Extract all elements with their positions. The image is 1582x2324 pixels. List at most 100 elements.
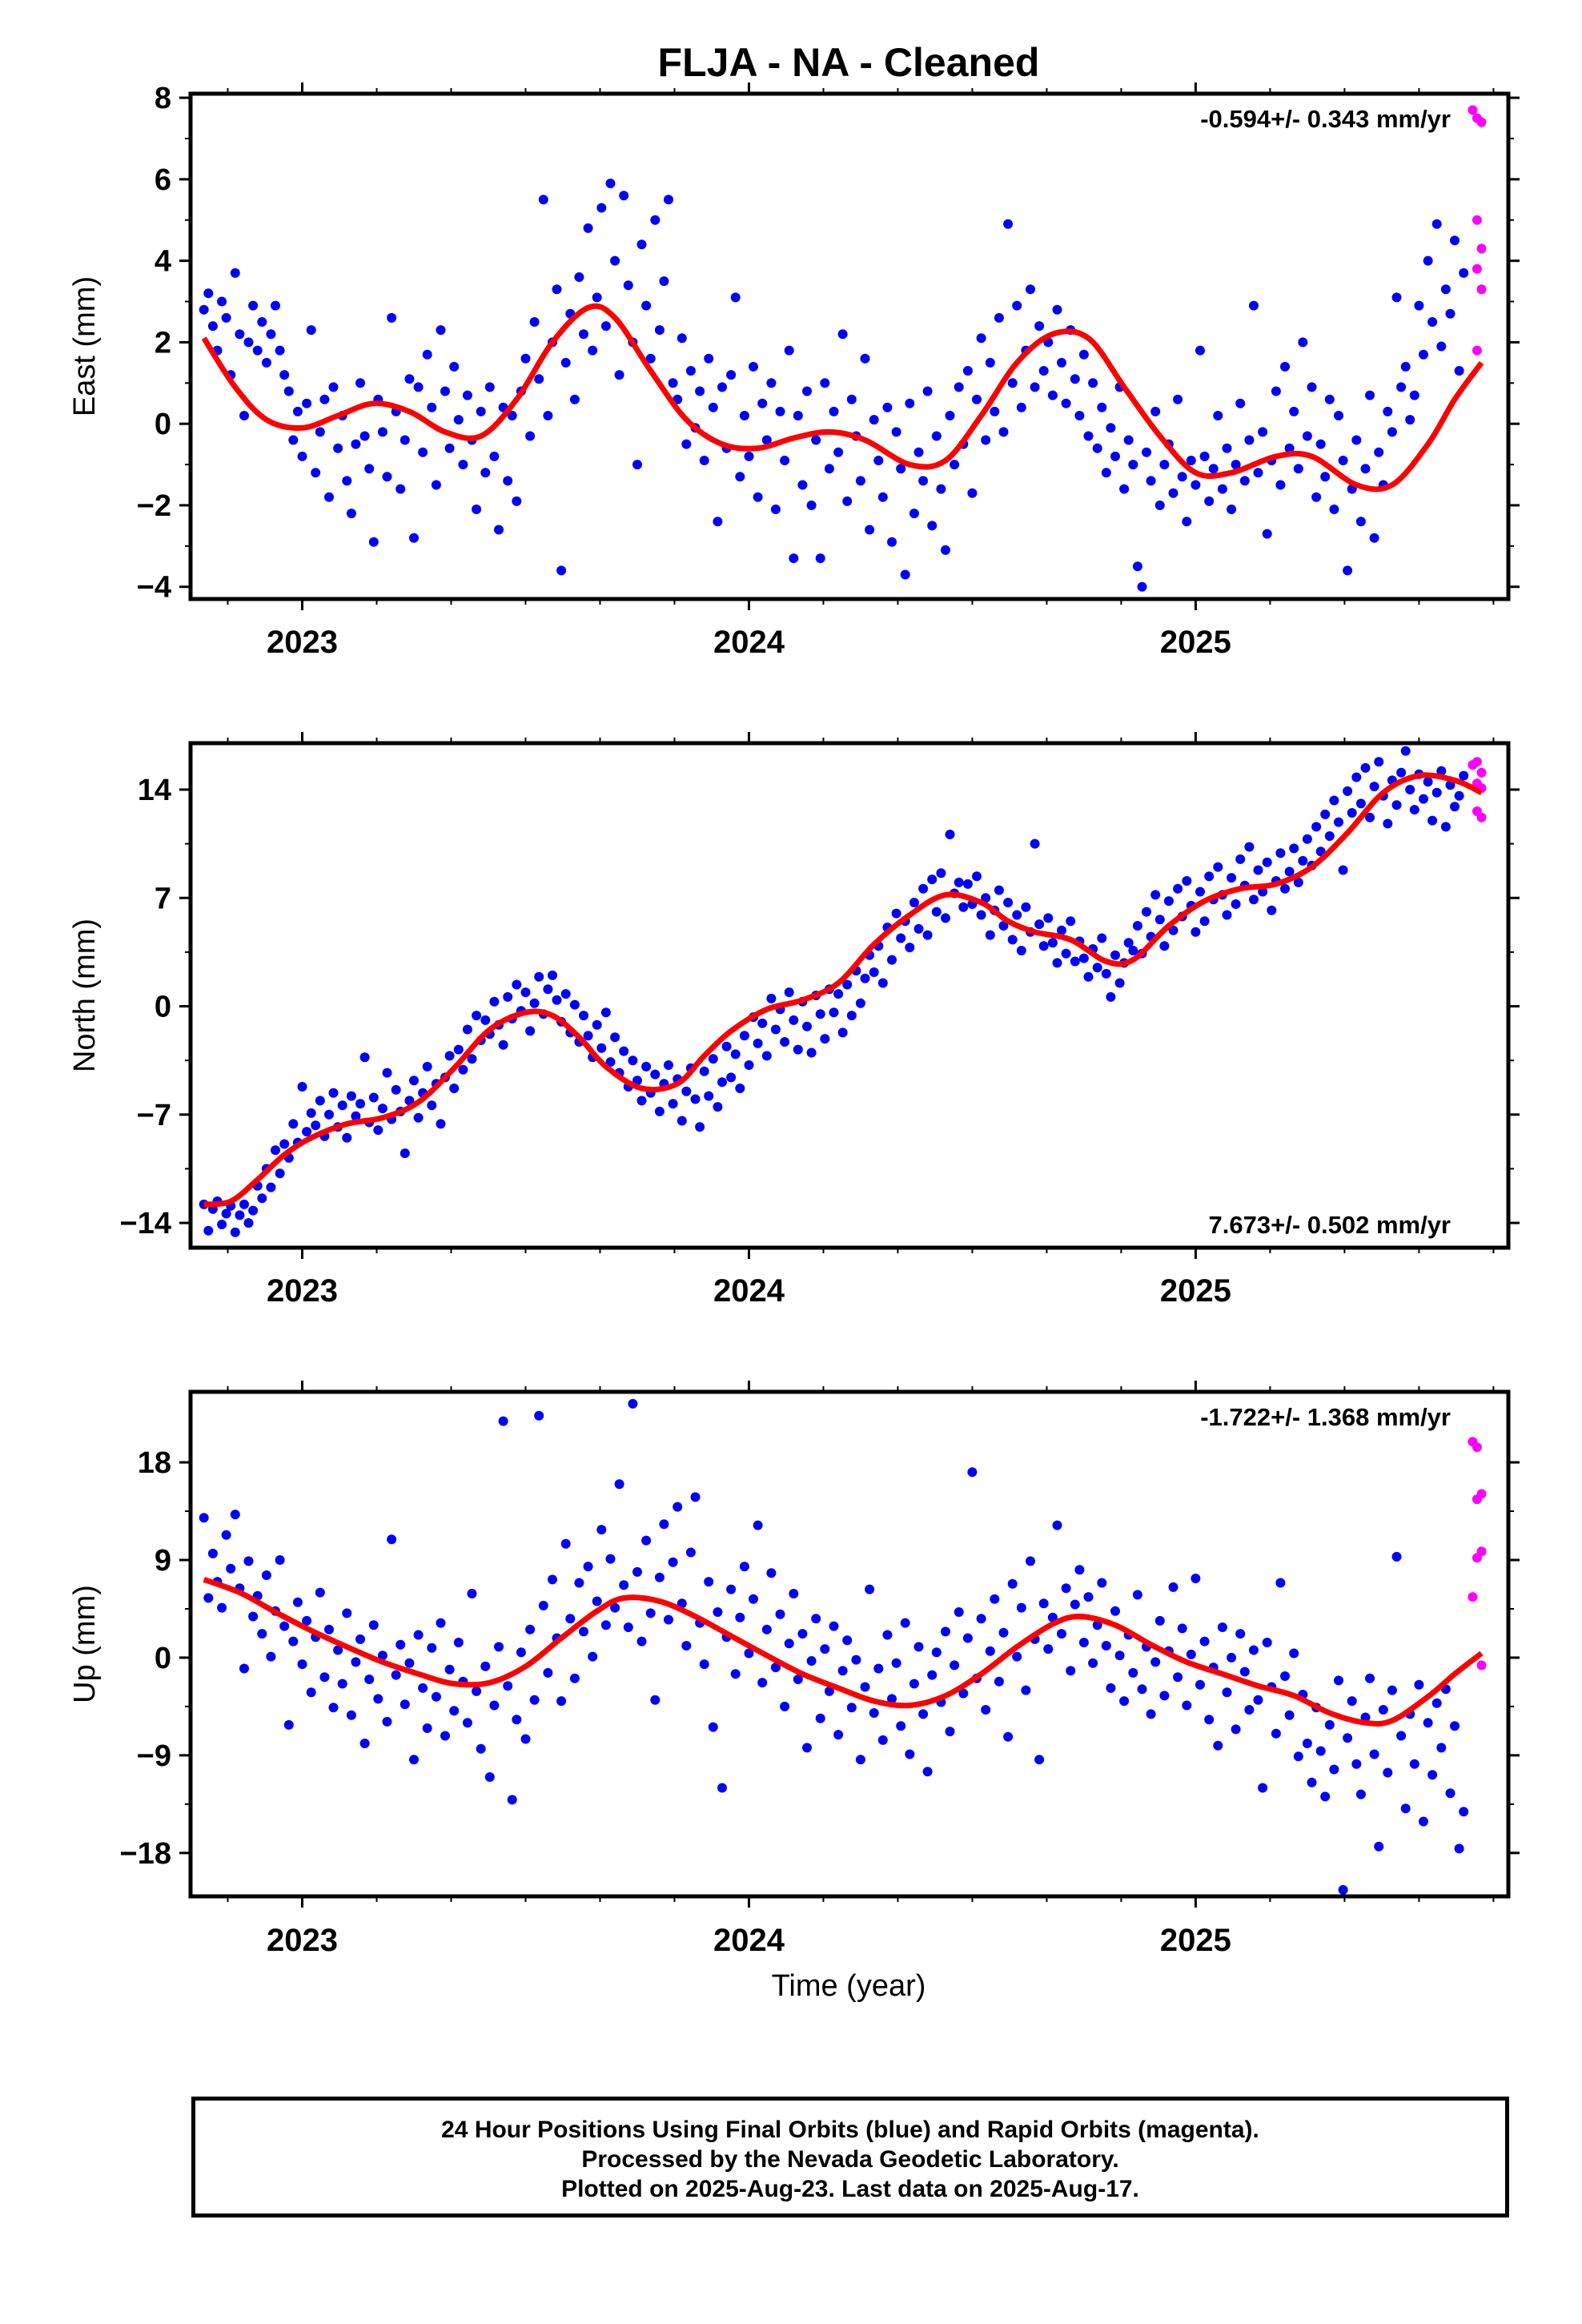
final-orbit-point <box>512 979 522 990</box>
final-orbit-point <box>458 1064 468 1075</box>
final-orbit-point <box>1280 883 1290 894</box>
final-orbit-point <box>422 1723 432 1733</box>
final-orbit-point <box>1414 300 1424 311</box>
final-orbit-point <box>1106 423 1116 433</box>
final-orbit-point <box>373 1125 383 1136</box>
final-orbit-point <box>328 382 339 392</box>
final-orbit-point <box>833 447 844 457</box>
final-orbit-point <box>297 1659 307 1670</box>
final-orbit-point <box>1217 484 1227 494</box>
final-orbit-point <box>820 1034 830 1044</box>
final-orbit-point <box>896 933 906 943</box>
final-orbit-point <box>1391 1551 1402 1562</box>
final-orbit-point <box>243 1218 254 1228</box>
final-orbit-point <box>614 1479 624 1490</box>
final-orbit-point <box>1043 1644 1054 1655</box>
final-orbit-point <box>583 1031 593 1041</box>
final-orbit-point <box>1052 304 1062 315</box>
final-orbit-point <box>739 1562 749 1572</box>
final-orbit-point <box>1329 1764 1339 1775</box>
final-orbit-point <box>761 1624 772 1634</box>
final-orbit-point <box>516 1647 526 1658</box>
final-orbit-point <box>556 1696 567 1707</box>
y-tick-label: 0 <box>155 1642 171 1675</box>
final-orbit-point <box>1021 1685 1031 1695</box>
final-orbit-point <box>619 1580 629 1590</box>
y-tick-label: −18 <box>120 1837 171 1871</box>
final-orbit-point <box>1351 1759 1362 1769</box>
final-orbit-point <box>512 1715 522 1725</box>
final-orbit-point <box>494 1642 504 1652</box>
rapid-orbit-point <box>1472 757 1482 767</box>
final-orbit-point <box>1007 378 1018 388</box>
final-orbit-point <box>529 317 540 327</box>
final-orbit-point <box>396 1639 406 1650</box>
final-orbit-point <box>1114 1651 1125 1661</box>
final-orbit-point <box>261 1570 271 1580</box>
final-orbit-point <box>1436 1743 1447 1753</box>
final-orbit-point <box>377 427 387 437</box>
final-orbit-point <box>1154 501 1165 510</box>
final-orbit-point <box>243 337 254 348</box>
final-orbit-point <box>659 276 669 287</box>
final-orbit-point <box>387 312 397 323</box>
final-orbit-point <box>239 411 249 420</box>
final-orbit-point <box>1253 468 1263 478</box>
final-orbit-point <box>1128 1667 1138 1678</box>
final-orbit-point <box>905 1749 915 1759</box>
final-orbit-point <box>673 1502 683 1512</box>
final-orbit-point <box>1253 1695 1263 1705</box>
final-orbit-point <box>453 1638 464 1647</box>
final-orbit-point <box>306 1687 316 1698</box>
final-orbit-point <box>1123 938 1134 948</box>
final-orbit-point <box>579 1011 588 1021</box>
final-orbit-point <box>990 406 1000 416</box>
final-orbit-point <box>342 476 352 486</box>
final-orbit-point <box>735 1084 745 1093</box>
final-orbit-point <box>337 1100 347 1111</box>
final-orbit-point <box>1409 390 1419 400</box>
plot-area <box>199 746 1487 1237</box>
final-orbit-point <box>976 333 986 344</box>
final-orbit-point <box>1038 366 1049 376</box>
final-orbit-point <box>1101 1641 1111 1651</box>
final-orbit-point <box>1355 517 1366 527</box>
final-orbit-point <box>1383 818 1393 829</box>
final-orbit-point <box>1150 1657 1161 1667</box>
final-orbit-point <box>882 402 893 412</box>
final-orbit-point <box>1168 1582 1178 1592</box>
y-tick-label: −9 <box>137 1739 171 1773</box>
final-orbit-point <box>1450 802 1460 812</box>
final-orbit-point <box>1119 484 1130 494</box>
final-orbit-point <box>413 1112 424 1123</box>
final-orbit-point <box>444 1664 455 1675</box>
final-orbit-point <box>797 1629 808 1639</box>
final-orbit-point <box>1137 581 1147 592</box>
final-orbit-point <box>1106 1683 1116 1693</box>
final-orbit-point <box>1315 1746 1326 1756</box>
final-orbit-point <box>1101 468 1111 478</box>
final-orbit-point <box>990 1594 1000 1604</box>
final-orbit-point <box>1213 1740 1223 1751</box>
final-orbit-point <box>1400 361 1411 372</box>
final-orbit-point <box>1351 772 1362 782</box>
final-orbit-point <box>560 989 571 999</box>
final-orbit-point <box>681 439 692 449</box>
final-orbit-point <box>941 1626 950 1637</box>
final-orbit-point <box>905 943 915 953</box>
final-orbit-point <box>717 1783 727 1793</box>
final-orbit-point <box>221 1208 231 1219</box>
final-orbit-point <box>302 1615 312 1626</box>
final-orbit-point <box>1106 991 1116 1002</box>
plot-area <box>199 1398 1487 1895</box>
figure-title: FLJA - NA - Cleaned <box>658 40 1040 85</box>
final-orbit-point <box>909 1679 919 1689</box>
final-orbit-point <box>664 195 673 205</box>
x-tick-label: 2023 <box>267 625 338 660</box>
final-orbit-point <box>753 1038 763 1048</box>
final-orbit-point <box>1374 1841 1384 1852</box>
final-orbit-point <box>1191 480 1201 490</box>
final-orbit-point <box>1244 1705 1255 1715</box>
final-orbit-point <box>436 1618 446 1628</box>
final-orbit-point <box>221 1530 231 1540</box>
